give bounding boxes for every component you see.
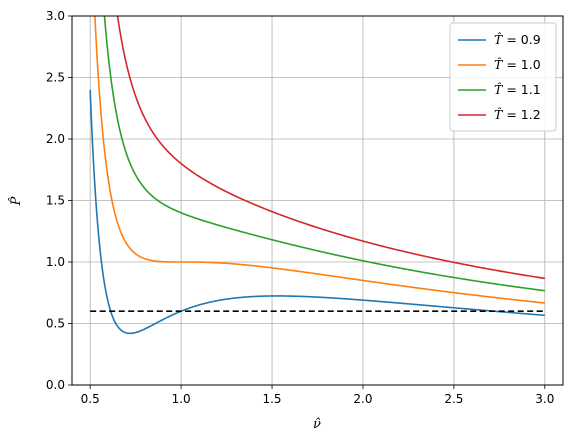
legend-label-3: T̂ = 1.2: [494, 107, 541, 122]
y-tick-label: 2.5: [46, 71, 65, 85]
y-tick-label: 3.0: [46, 9, 65, 23]
y-tick-label: 1.5: [46, 194, 65, 208]
legend-label-1: T̂ = 1.0: [494, 57, 541, 72]
ticks: 0.5 1.0 1.5 2.0 2.5 3.0 0.0 0.5 1.0 1.5 2.0 2.5 3.0: [46, 9, 554, 406]
x-tick-label: 2.0: [353, 392, 372, 406]
series-line-1: [94, 16, 545, 304]
x-tick-label: 1.0: [172, 392, 191, 406]
x-tick-label: 1.5: [262, 392, 281, 406]
legend: T̂ = 0.9 T̂ = 1.0 T̂ = 1.1 T̂ = 1.2: [449, 22, 557, 132]
y-tick-label: 0.0: [46, 378, 65, 392]
series-line-0: [89, 89, 545, 335]
x-tick-label: 3.0: [535, 392, 554, 406]
plot-area: [89, 16, 545, 335]
legend-label-2: T̂ = 1.1: [494, 82, 541, 97]
x-axis-label: ν̂: [313, 417, 321, 432]
legend-box: [449, 22, 557, 132]
series-line-3: [116, 16, 545, 280]
y-tick-label: 1.0: [46, 255, 65, 269]
series-line-2: [103, 16, 545, 292]
legend-label-0: T̂ = 0.9: [494, 32, 541, 47]
x-tick-label: 0.5: [81, 392, 100, 406]
y-tick-label: 0.5: [46, 317, 65, 331]
x-tick-label: 2.5: [444, 392, 463, 406]
y-tick-label: 2.0: [46, 132, 65, 146]
y-axis-label: P̂: [8, 196, 24, 206]
